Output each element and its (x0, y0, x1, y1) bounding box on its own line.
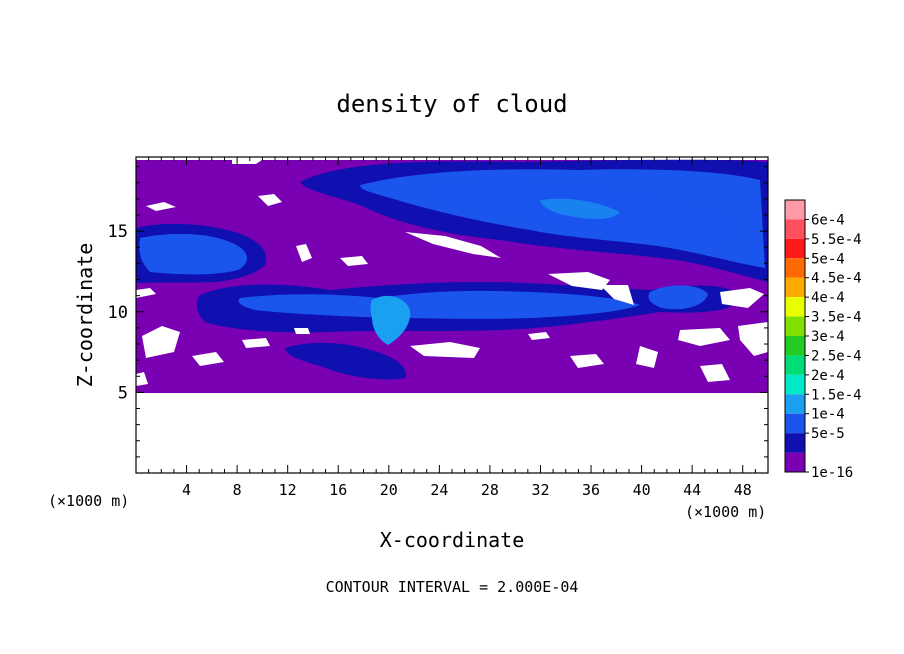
upper-band-highlight (540, 198, 620, 219)
clear-hole (410, 342, 480, 358)
clear-air-below (136, 393, 768, 473)
clear-hole (296, 244, 312, 262)
colorbar-label: 1.5e-4 (811, 387, 862, 403)
x-tick-label: 20 (380, 481, 398, 499)
contour-interval-note: CONTOUR INTERVAL = 2.000E-04 (326, 578, 579, 596)
colorbar-swatch (785, 258, 805, 278)
density-field (136, 157, 768, 473)
x-tick-label: 32 (531, 481, 549, 499)
clear-hole (548, 272, 610, 290)
colorbar-swatch (785, 297, 805, 317)
colorbar-label: 3e-4 (811, 329, 845, 345)
mid-band-mid (238, 290, 640, 319)
clear-hole (738, 322, 768, 356)
colorbar-label: 1e-16 (811, 465, 853, 481)
x-tick-label: 8 (233, 481, 242, 499)
clear-hole (142, 326, 180, 358)
y-tick-label: 10 (108, 303, 128, 323)
colorbar-label: 3.5e-4 (811, 310, 862, 326)
y-tick-label: 15 (108, 222, 128, 242)
clear-hole (232, 160, 262, 164)
x-tick-label: 16 (329, 481, 347, 499)
colorbar-swatch (785, 433, 805, 453)
colorbar-label: 6e-4 (811, 212, 845, 228)
lower-blob (285, 342, 406, 380)
clear-hole (700, 364, 730, 382)
colorbar-swatch (785, 394, 805, 414)
colorbar-swatch (785, 238, 805, 259)
clear-hole (136, 288, 156, 298)
clear-hole (146, 202, 176, 211)
x-axis-label: X-coordinate (380, 528, 525, 552)
x-tick-label: 40 (633, 481, 651, 499)
clear-hole (636, 346, 658, 368)
clear-hole (528, 332, 550, 340)
clear-hole (340, 256, 368, 266)
clear-hole (258, 194, 282, 206)
colorbar-swatch (785, 336, 805, 356)
colorbar-label: 4e-4 (811, 290, 845, 306)
colorbar-label: 5e-4 (811, 251, 845, 267)
colorbar-label: 2.5e-4 (811, 348, 862, 364)
x-unit-label-right: (×1000 m) (685, 503, 766, 521)
clear-hole (720, 288, 764, 308)
x-tick-label: 48 (734, 481, 752, 499)
colorbar-label: 5.5e-4 (811, 232, 862, 248)
clear-hole (600, 285, 634, 305)
colorbar-label: 5e-5 (811, 426, 845, 442)
y-axis: 5 10 15 (108, 166, 768, 458)
colorbar-swatch (785, 452, 805, 472)
x-tick-label: 4 (182, 481, 191, 499)
colorbar: 6e-4 5.5e-4 5e-4 4.5e-4 4e-4 3.5e-4 3e-4 2.5e-4… (784, 199, 862, 481)
colorbar-swatch (785, 316, 805, 336)
clear-hole (192, 352, 224, 366)
chart-title: density of cloud (336, 90, 567, 118)
x-tick-label: 12 (279, 481, 297, 499)
y-tick-label: 5 (118, 383, 128, 403)
colorbar-swatch (785, 355, 805, 375)
clear-hole (294, 328, 310, 334)
clear-hole (136, 372, 148, 386)
clear-hole (570, 354, 604, 368)
y-axis-label: Z-coordinate (73, 243, 97, 388)
clear-hole (242, 338, 270, 348)
colorbar-swatch (785, 277, 805, 298)
x-tick-label: 36 (582, 481, 600, 499)
colorbar-swatch (785, 219, 805, 239)
colorbar-label: 1e-4 (811, 407, 845, 423)
colorbar-label: 2e-4 (811, 368, 845, 384)
x-axis: 4 8 12 16 20 24 28 32 36 40 44 48 (148, 157, 756, 499)
central-updraft (370, 295, 411, 345)
x-unit-label: (×1000 m) (48, 492, 129, 510)
clear-hole (678, 328, 730, 346)
clear-hole (405, 232, 501, 258)
colorbar-swatch (785, 200, 805, 220)
x-tick-label: 44 (683, 481, 701, 499)
x-tick-label: 24 (430, 481, 448, 499)
colorbar-swatch (785, 413, 805, 434)
x-tick-label: 28 (481, 481, 499, 499)
right-cell (648, 285, 708, 310)
colorbar-label: 4.5e-4 (811, 271, 862, 287)
colorbar-swatch (785, 374, 805, 395)
left-plume-mid (139, 233, 248, 275)
